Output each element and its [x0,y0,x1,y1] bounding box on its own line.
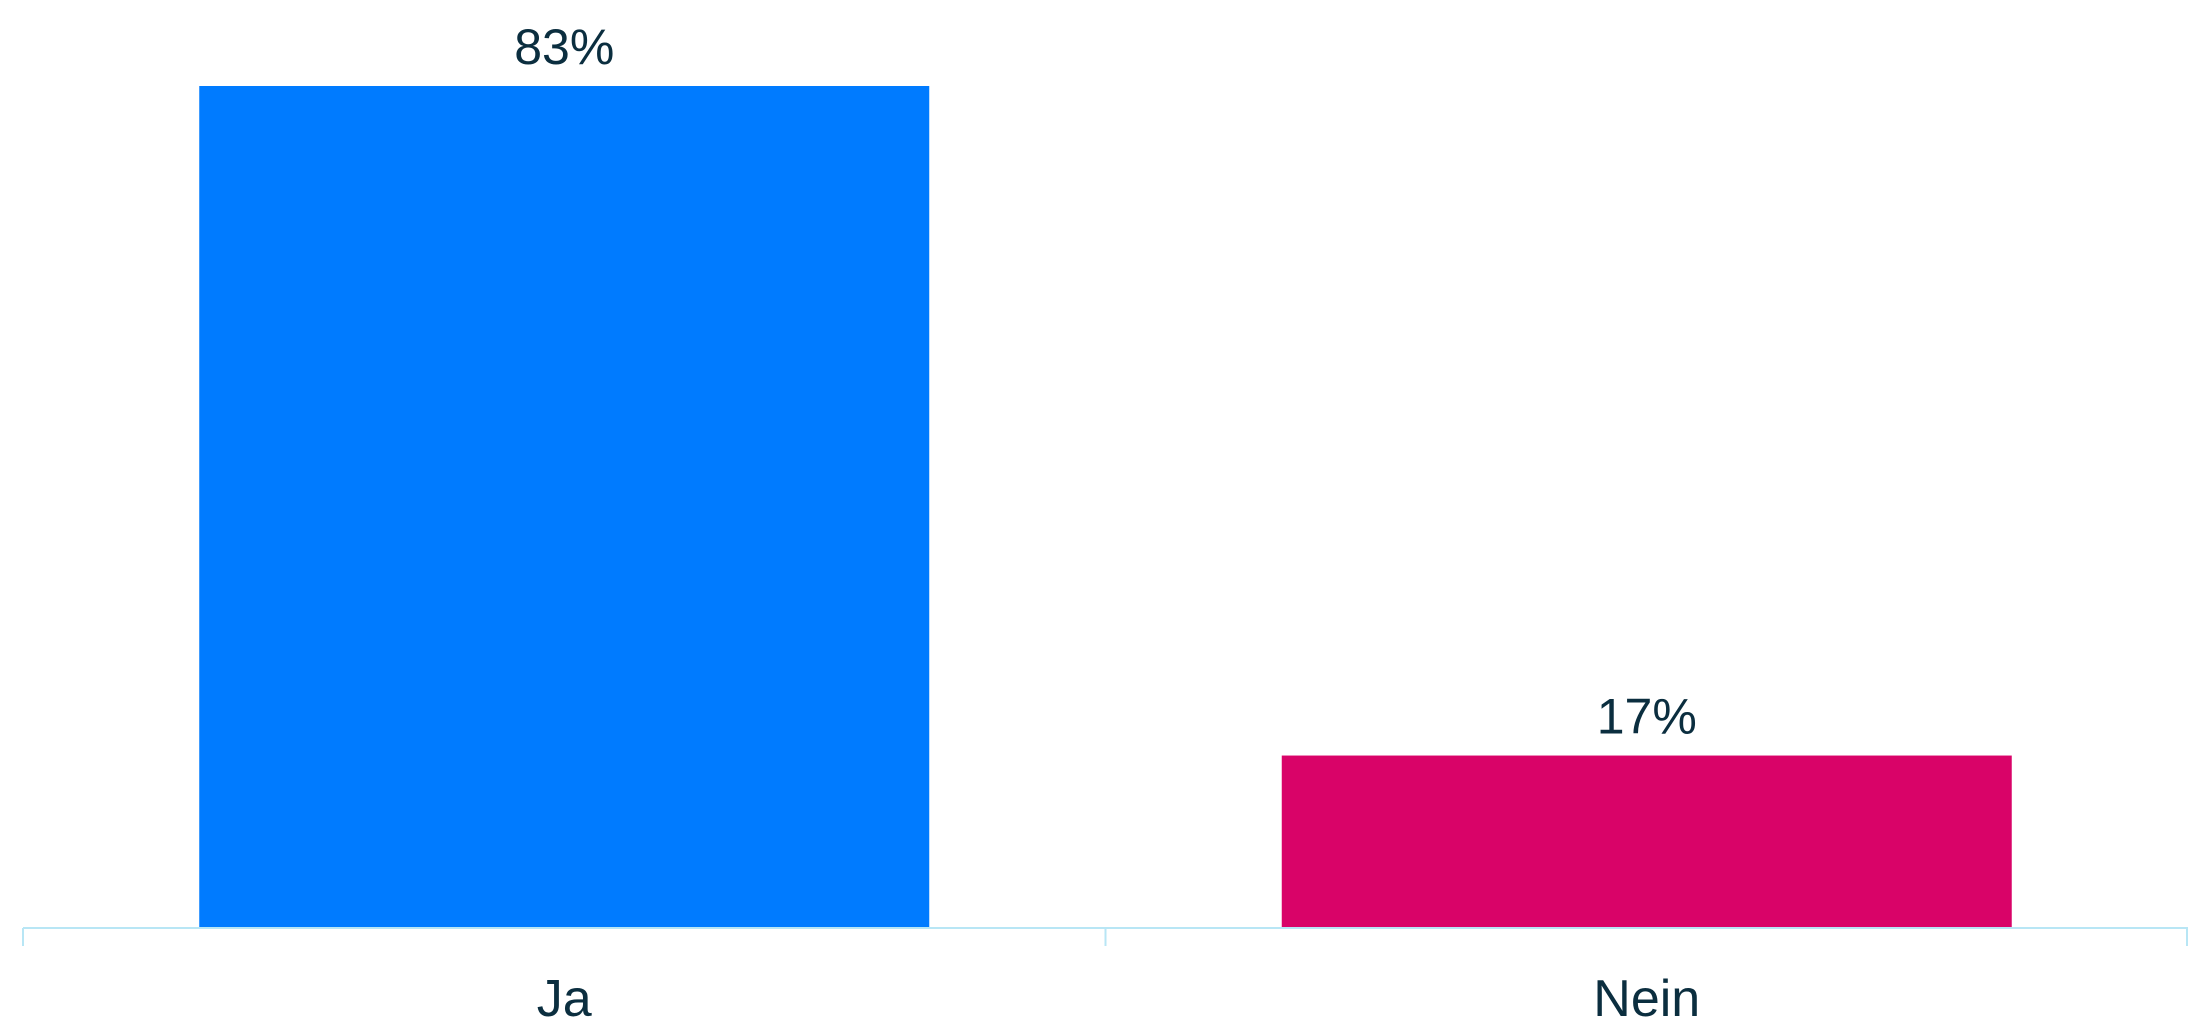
bar-nein [1281,755,2012,928]
x-tick-labels-group: Ja Nein [537,970,1700,1023]
bar-ja [199,86,930,928]
value-label-nein: 17% [1597,689,1697,745]
value-labels-group: 83% 17% [514,19,1697,745]
x-tick-label-nein: Nein [1593,970,1700,1023]
x-tick-label-ja: Ja [537,970,592,1023]
value-label-ja: 83% [514,19,614,75]
x-axis [22,927,2188,946]
bars-group [199,86,2012,928]
